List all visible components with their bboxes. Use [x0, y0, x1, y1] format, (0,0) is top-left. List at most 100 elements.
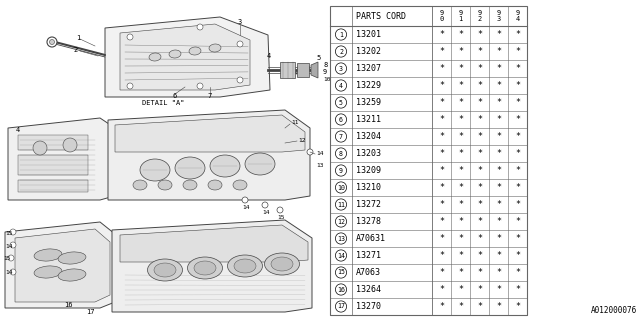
Text: PARTS CORD: PARTS CORD [356, 12, 406, 20]
Text: 9
4: 9 4 [515, 10, 520, 22]
Text: 13259: 13259 [356, 98, 381, 107]
Text: *: * [439, 115, 444, 124]
Circle shape [49, 39, 54, 44]
Text: 10: 10 [337, 185, 345, 190]
Circle shape [197, 24, 203, 30]
Text: 13272: 13272 [356, 200, 381, 209]
Text: 12: 12 [337, 219, 345, 225]
Polygon shape [105, 17, 270, 97]
Circle shape [335, 250, 347, 261]
Text: 10: 10 [323, 76, 330, 82]
Text: 13201: 13201 [356, 30, 381, 39]
Text: *: * [439, 132, 444, 141]
Text: *: * [439, 234, 444, 243]
Text: 7: 7 [339, 133, 343, 140]
Circle shape [242, 197, 248, 203]
Text: *: * [496, 217, 501, 226]
Text: *: * [477, 268, 482, 277]
Ellipse shape [158, 180, 172, 190]
Text: 15: 15 [337, 269, 345, 276]
Text: 13229: 13229 [356, 81, 381, 90]
Circle shape [335, 182, 347, 193]
Text: 14: 14 [262, 210, 269, 214]
Text: 4: 4 [267, 53, 271, 59]
Polygon shape [120, 24, 250, 90]
Text: 6: 6 [173, 93, 177, 99]
Text: *: * [496, 64, 501, 73]
Text: *: * [515, 115, 520, 124]
Text: 17: 17 [337, 303, 345, 309]
Text: *: * [477, 302, 482, 311]
Text: 3: 3 [339, 66, 343, 71]
Text: *: * [439, 200, 444, 209]
Text: *: * [458, 234, 463, 243]
Ellipse shape [210, 155, 240, 177]
Ellipse shape [245, 153, 275, 175]
Text: *: * [515, 183, 520, 192]
Ellipse shape [209, 44, 221, 52]
Text: 2: 2 [74, 47, 78, 53]
Circle shape [335, 29, 347, 40]
Text: 2: 2 [339, 49, 343, 54]
Text: 9
1: 9 1 [458, 10, 463, 22]
Ellipse shape [234, 259, 256, 273]
Text: 13: 13 [316, 163, 323, 167]
Ellipse shape [34, 249, 62, 261]
Ellipse shape [58, 252, 86, 264]
Ellipse shape [227, 255, 262, 277]
Text: *: * [439, 166, 444, 175]
Text: *: * [458, 183, 463, 192]
Text: *: * [458, 285, 463, 294]
Text: *: * [515, 166, 520, 175]
Text: *: * [496, 47, 501, 56]
Text: *: * [496, 132, 501, 141]
Text: *: * [477, 115, 482, 124]
Text: *: * [439, 149, 444, 158]
Text: *: * [477, 183, 482, 192]
Text: *: * [515, 234, 520, 243]
Text: *: * [477, 149, 482, 158]
Text: *: * [458, 268, 463, 277]
Text: *: * [439, 30, 444, 39]
Circle shape [335, 216, 347, 227]
Text: *: * [515, 30, 520, 39]
Circle shape [10, 229, 16, 235]
Polygon shape [108, 110, 310, 200]
Text: *: * [515, 251, 520, 260]
Ellipse shape [175, 157, 205, 179]
Polygon shape [15, 229, 110, 302]
Circle shape [335, 284, 347, 295]
Text: *: * [515, 268, 520, 277]
Circle shape [335, 97, 347, 108]
Ellipse shape [149, 53, 161, 61]
Text: *: * [515, 302, 520, 311]
Text: *: * [439, 64, 444, 73]
Text: 8: 8 [323, 62, 327, 68]
Ellipse shape [208, 180, 222, 190]
Text: 1: 1 [76, 35, 80, 41]
Text: *: * [439, 251, 444, 260]
Text: 9
2: 9 2 [477, 10, 482, 22]
Text: *: * [458, 64, 463, 73]
Circle shape [262, 202, 268, 208]
Text: *: * [477, 200, 482, 209]
Text: 11: 11 [337, 202, 345, 207]
Text: 15: 15 [3, 257, 10, 261]
Circle shape [47, 37, 57, 47]
Text: *: * [458, 217, 463, 226]
Ellipse shape [233, 180, 247, 190]
Circle shape [127, 34, 133, 40]
Circle shape [237, 41, 243, 47]
Text: 15: 15 [5, 230, 13, 236]
Circle shape [335, 63, 347, 74]
Text: 14: 14 [5, 244, 13, 249]
Text: *: * [496, 234, 501, 243]
Circle shape [10, 242, 16, 248]
Circle shape [335, 148, 347, 159]
Text: 13271: 13271 [356, 251, 381, 260]
Text: *: * [515, 132, 520, 141]
Text: *: * [496, 166, 501, 175]
Text: *: * [439, 47, 444, 56]
Ellipse shape [183, 180, 197, 190]
Text: 14: 14 [5, 270, 13, 276]
